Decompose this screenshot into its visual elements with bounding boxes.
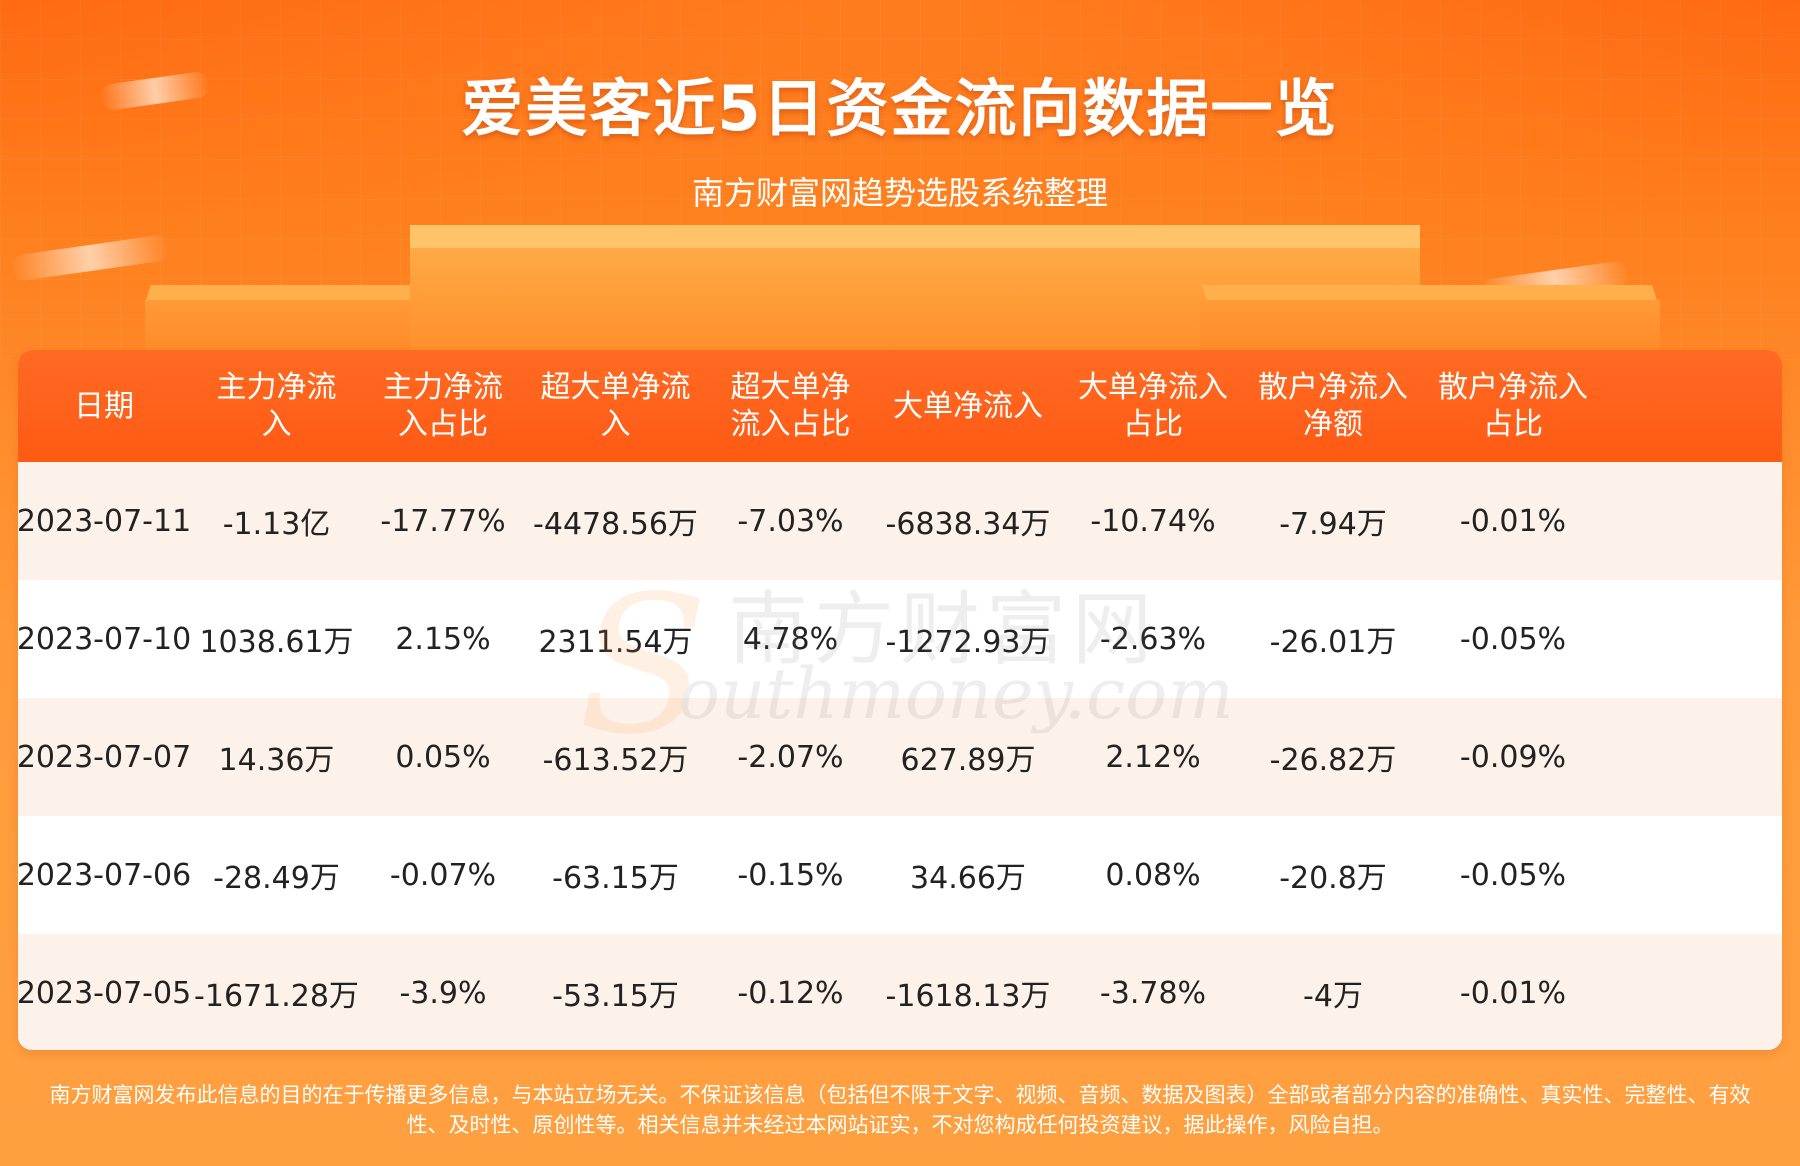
cell-col-main-ratio: 2.15% — [395, 621, 491, 657]
header-col-retail-ratio: 散户净流入占比 — [1438, 370, 1588, 442]
decor-platform-center-top — [410, 225, 1420, 251]
table-row: 2023-07-05 -1671.28万 -3.9% -53.15万 -0.12% -16… — [18, 934, 1782, 1050]
decor-platform-right — [1200, 300, 1660, 355]
cell-col-retail-net: -7.94万 — [1279, 507, 1387, 542]
cell-col-xl-ratio: -2.07% — [737, 739, 844, 775]
header-col-date: 日期 — [74, 388, 134, 424]
cell-col-retail-ratio: -0.05% — [1459, 857, 1567, 893]
cell-col-retail-net: -4万 — [1303, 979, 1363, 1014]
header-col-main-ratio: 主力净流入占比 — [383, 370, 503, 442]
cell-col-large-ratio: 2.12% — [1105, 739, 1201, 775]
table-row: 2023-07-10 1038.61万 2.15% 2311.54万 4.78% -127… — [18, 580, 1782, 698]
table-header: 日期 主力净流入 主力净流入占比 超大单净流入 超大单净流入占比 大单净流入 大单净流入占比… — [18, 350, 1782, 462]
cell-col-large-net: 34.66万 — [910, 861, 1026, 896]
cell-col-xl-net: -613.52万 — [542, 743, 689, 778]
fund-flow-table: 日期 主力净流入 主力净流入占比 超大单净流入 超大单净流入占比 大单净流入 大单净流入占比… — [18, 350, 1782, 1050]
cell-col-xl-ratio: -7.03% — [737, 503, 844, 539]
cell-col-main-net: -28.49万 — [213, 861, 340, 896]
cell-col-xl-net: -4478.56万 — [533, 507, 698, 542]
cell-col-large-ratio: -10.74% — [1090, 503, 1216, 539]
cell-col-retail-ratio: -0.05% — [1459, 621, 1567, 657]
cell-col-date: 2023-07-07 — [18, 739, 192, 775]
disclaimer-line-2: 性、及时性、原创性等。相关信息并未经过本网站证实，不对您构成任何投资建议，据此操… — [406, 1113, 1394, 1137]
cell-col-xl-ratio: -0.15% — [737, 857, 844, 893]
cell-col-large-net: -1272.93万 — [885, 625, 1051, 660]
cell-col-large-ratio: -3.78% — [1099, 975, 1207, 1011]
cell-col-xl-net: -63.15万 — [552, 861, 679, 896]
cell-col-main-net: -1671.28万 — [194, 979, 359, 1014]
cell-col-main-net: 14.36万 — [218, 743, 335, 778]
cell-col-xl-net: 2311.54万 — [538, 625, 693, 660]
cell-col-date: 2023-07-10 — [18, 621, 192, 657]
cell-col-large-ratio: -2.63% — [1099, 621, 1207, 657]
cell-col-retail-net: -26.01万 — [1269, 625, 1397, 660]
header-col-xl-net: 超大单净流入 — [540, 370, 691, 442]
cell-col-date: 2023-07-11 — [18, 503, 192, 539]
cell-col-main-net: -1.13亿 — [222, 507, 331, 542]
cell-col-xl-ratio: -0.12% — [737, 975, 844, 1011]
table-row: 2023-07-11 -1.13亿 -17.77% -4478.56万 -7.03% -6… — [18, 462, 1782, 580]
cell-col-large-net: -1618.13万 — [885, 979, 1051, 1014]
cell-col-retail-ratio: -0.01% — [1459, 503, 1567, 539]
cell-col-large-net: 627.89万 — [900, 743, 1036, 778]
cell-col-retail-ratio: -0.09% — [1459, 739, 1567, 775]
table-row: 2023-07-07 14.36万 0.05% -613.52万 -2.07% 627.8… — [18, 698, 1782, 816]
cell-col-main-ratio: -0.07% — [389, 857, 497, 893]
cell-col-retail-net: -26.82万 — [1269, 743, 1397, 778]
cell-col-large-net: -6838.34万 — [885, 507, 1051, 542]
page-subtitle: 南方财富网趋势选股系统整理 — [691, 174, 1108, 212]
header-col-main-net: 主力净流入 — [216, 370, 337, 442]
cell-col-date: 2023-07-06 — [18, 857, 192, 893]
header-col-large-net: 大单净流入 — [893, 388, 1043, 424]
disclaimer: 南方财富网发布此信息的目的在于传播更多信息，与本站立场无关。不保证该信息（包括但… — [0, 1080, 1800, 1140]
cell-col-main-ratio: 0.05% — [395, 739, 491, 775]
header-col-retail-net: 散户净流入净额 — [1258, 370, 1408, 442]
cell-col-main-ratio: -3.9% — [399, 975, 487, 1011]
cell-col-xl-net: -53.15万 — [552, 979, 679, 1014]
disclaimer-line-1: 南方财富网发布此信息的目的在于传播更多信息，与本站立场无关。不保证该信息（包括但… — [49, 1083, 1751, 1107]
cell-col-main-ratio: -17.77% — [380, 503, 506, 539]
cell-col-main-net: 1038.61万 — [199, 625, 354, 660]
table-row: 2023-07-06 -28.49万 -0.07% -63.15万 -0.15% 34.6… — [18, 816, 1782, 934]
page-title: 爱美客近5日资金流向数据一览 — [461, 72, 1339, 145]
cell-col-retail-ratio: -0.01% — [1459, 975, 1567, 1011]
cell-col-retail-net: -20.8万 — [1279, 861, 1387, 896]
cell-col-date: 2023-07-05 — [18, 975, 192, 1011]
cell-col-large-ratio: 0.08% — [1105, 857, 1201, 893]
header-col-large-ratio: 大单净流入占比 — [1078, 370, 1228, 442]
header-col-xl-ratio: 超大单净流入占比 — [730, 370, 851, 442]
cell-col-xl-ratio: 4.78% — [742, 621, 839, 657]
